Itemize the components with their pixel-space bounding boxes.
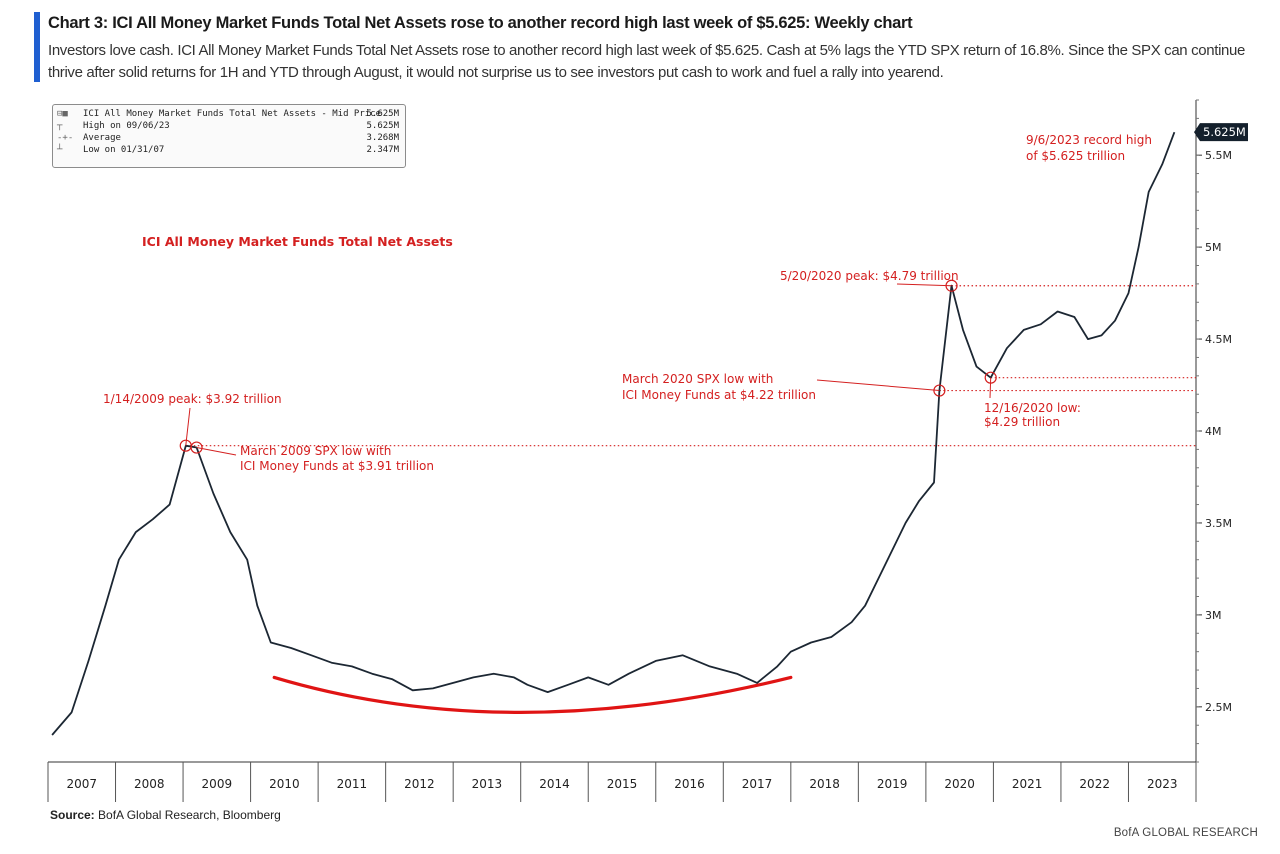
peak-2009-label: 1/14/2009 peak: $3.92 trillion bbox=[103, 392, 282, 406]
x-tick-label: 2022 bbox=[1079, 777, 1110, 791]
y-tick-label: 5.5M bbox=[1205, 149, 1232, 162]
peak-2020-label: 5/20/2020 peak: $4.79 trillion bbox=[780, 269, 959, 283]
brand-footer: BofA GLOBAL RESEARCH bbox=[1113, 827, 1258, 839]
low-2020-label-line1: 12/16/2020 low: bbox=[984, 401, 1081, 415]
x-tick-label: 2019 bbox=[877, 777, 908, 791]
x-tick-label: 2009 bbox=[202, 777, 233, 791]
spx-low-2009-label-line2: ICI Money Funds at $3.91 trillion bbox=[240, 459, 434, 473]
spx-low-2009-marker bbox=[190, 441, 203, 454]
x-tick-label: 2023 bbox=[1147, 777, 1178, 791]
legend-average-value: 3.268M bbox=[366, 133, 399, 143]
legend-high-icon: ┬ bbox=[57, 121, 63, 131]
record-high-label-line2: of $5.625 trillion bbox=[1026, 149, 1125, 163]
y-tick-label: 4M bbox=[1205, 425, 1222, 438]
chart-subtitle: Investors love cash. ICI All Money Marke… bbox=[48, 42, 1246, 81]
y-tick-label: 3.5M bbox=[1205, 517, 1232, 530]
source-label: Source: bbox=[50, 808, 95, 822]
x-tick-label: 2008 bbox=[134, 777, 165, 791]
chart-title: Chart 3: ICI All Money Market Funds Tota… bbox=[48, 14, 913, 32]
spx-low-2020-label-line2: ICI Money Funds at $4.22 trillion bbox=[622, 388, 816, 402]
legend-row-average: -+- Average 3.268M bbox=[57, 133, 399, 144]
peak-2009-leader bbox=[185, 407, 191, 446]
last-value-tag-text: 5.625M bbox=[1203, 125, 1246, 139]
legend-average-icon: -+- bbox=[57, 133, 74, 143]
low-2020-leader bbox=[989, 377, 992, 399]
source-line: Source: BofA Global Research, Bloomberg bbox=[50, 808, 281, 822]
legend-row-series: ⊟■ ICI All Money Market Funds Total Net A… bbox=[57, 109, 399, 120]
record-high-label-line1: 9/6/2023 record high bbox=[1026, 133, 1152, 147]
legend-low-icon: ┴ bbox=[57, 145, 63, 155]
source-text: BofA Global Research, Bloomberg bbox=[98, 808, 281, 822]
x-tick-label: 2013 bbox=[472, 777, 503, 791]
annotations-layer: 9/6/2023 record high of $5.625 trillion 5/… bbox=[103, 133, 1152, 473]
legend-average-label: Average bbox=[83, 133, 121, 143]
x-tick-label: 2017 bbox=[742, 777, 773, 791]
legend-low-label: Low on 01/31/07 bbox=[83, 145, 165, 155]
spx-low-2020-label-line1: March 2020 SPX low with bbox=[622, 372, 773, 386]
legend-row-high: ┬ High on 09/06/23 5.625M bbox=[57, 121, 399, 132]
x-tick-label: 2011 bbox=[337, 777, 368, 791]
last-value-tag bbox=[1194, 123, 1248, 142]
legend-row-low: ┴ Low on 01/31/07 2.347M bbox=[57, 145, 399, 156]
x-tick-label: 2020 bbox=[944, 777, 975, 791]
x-tick-label: 2010 bbox=[269, 777, 300, 791]
x-tick-label: 2007 bbox=[66, 777, 97, 791]
x-tick-label: 2021 bbox=[1012, 777, 1043, 791]
peak-2020-leader bbox=[896, 283, 952, 287]
reference-lines-layer bbox=[185, 285, 1196, 447]
legend-high-label: High on 09/06/23 bbox=[83, 121, 170, 131]
trend-arc-layer bbox=[272, 675, 793, 714]
spx-low-2009-leader bbox=[196, 447, 237, 456]
x-tick-label: 2014 bbox=[539, 777, 570, 791]
axes-layer: 2007 2008 2009 2010 2011 2012 2013 2014 2015 2016… bbox=[47, 99, 1248, 802]
series-layer bbox=[51, 131, 1176, 736]
y-tick-label: 5M bbox=[1205, 241, 1222, 254]
legend-low-value: 2.347M bbox=[366, 145, 399, 155]
spx-low-2009-label-line1: March 2009 SPX low with bbox=[240, 444, 391, 458]
x-tick-label: 2018 bbox=[809, 777, 840, 791]
legend-series-icon: ⊟■ bbox=[57, 109, 68, 119]
y-tick-label: 3M bbox=[1205, 609, 1222, 622]
trend-arc bbox=[272, 675, 793, 714]
title-accent-bar bbox=[34, 12, 40, 82]
x-tick-label: 2015 bbox=[607, 777, 638, 791]
spx-low-2020-leader bbox=[816, 379, 940, 392]
chart-legend: ⊟■ ICI All Money Market Funds Total Net A… bbox=[52, 104, 406, 168]
series-label: ICI All Money Market Funds Total Net Ass… bbox=[142, 234, 453, 249]
x-tick-label: 2012 bbox=[404, 777, 435, 791]
legend-series-value: 5.625M bbox=[366, 109, 399, 119]
legend-high-value: 5.625M bbox=[366, 121, 399, 131]
series-line bbox=[51, 131, 1176, 736]
x-tick-label: 2016 bbox=[674, 777, 705, 791]
low-2020-label-line2: $4.29 trillion bbox=[984, 415, 1060, 429]
y-tick-label: 4.5M bbox=[1205, 333, 1232, 346]
y-tick-label: 2.5M bbox=[1205, 701, 1232, 714]
legend-series-label: ICI All Money Market Funds Total Net Ass… bbox=[83, 109, 382, 119]
